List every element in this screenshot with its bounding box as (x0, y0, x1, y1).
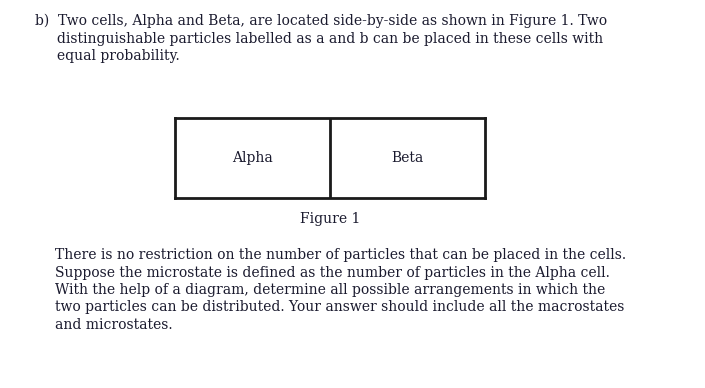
Text: Figure 1: Figure 1 (300, 212, 360, 226)
Text: Alpha: Alpha (232, 151, 273, 165)
Text: There is no restriction on the number of particles that can be placed in the cel: There is no restriction on the number of… (55, 248, 626, 262)
Text: distinguishable particles labelled as a and b can be placed in these cells with: distinguishable particles labelled as a … (35, 31, 603, 45)
Text: b)  Two cells, Alpha and Beta, are located side-by-side as shown in Figure 1. Tw: b) Two cells, Alpha and Beta, are locate… (35, 14, 607, 28)
Text: Suppose the microstate is defined as the number of particles in the Alpha cell.: Suppose the microstate is defined as the… (55, 265, 610, 279)
Text: Beta: Beta (391, 151, 424, 165)
Text: and microstates.: and microstates. (55, 318, 173, 332)
Text: equal probability.: equal probability. (35, 49, 180, 63)
Text: two particles can be distributed. Your answer should include all the macrostates: two particles can be distributed. Your a… (55, 300, 625, 315)
Text: With the help of a diagram, determine all possible arrangements in which the: With the help of a diagram, determine al… (55, 283, 606, 297)
